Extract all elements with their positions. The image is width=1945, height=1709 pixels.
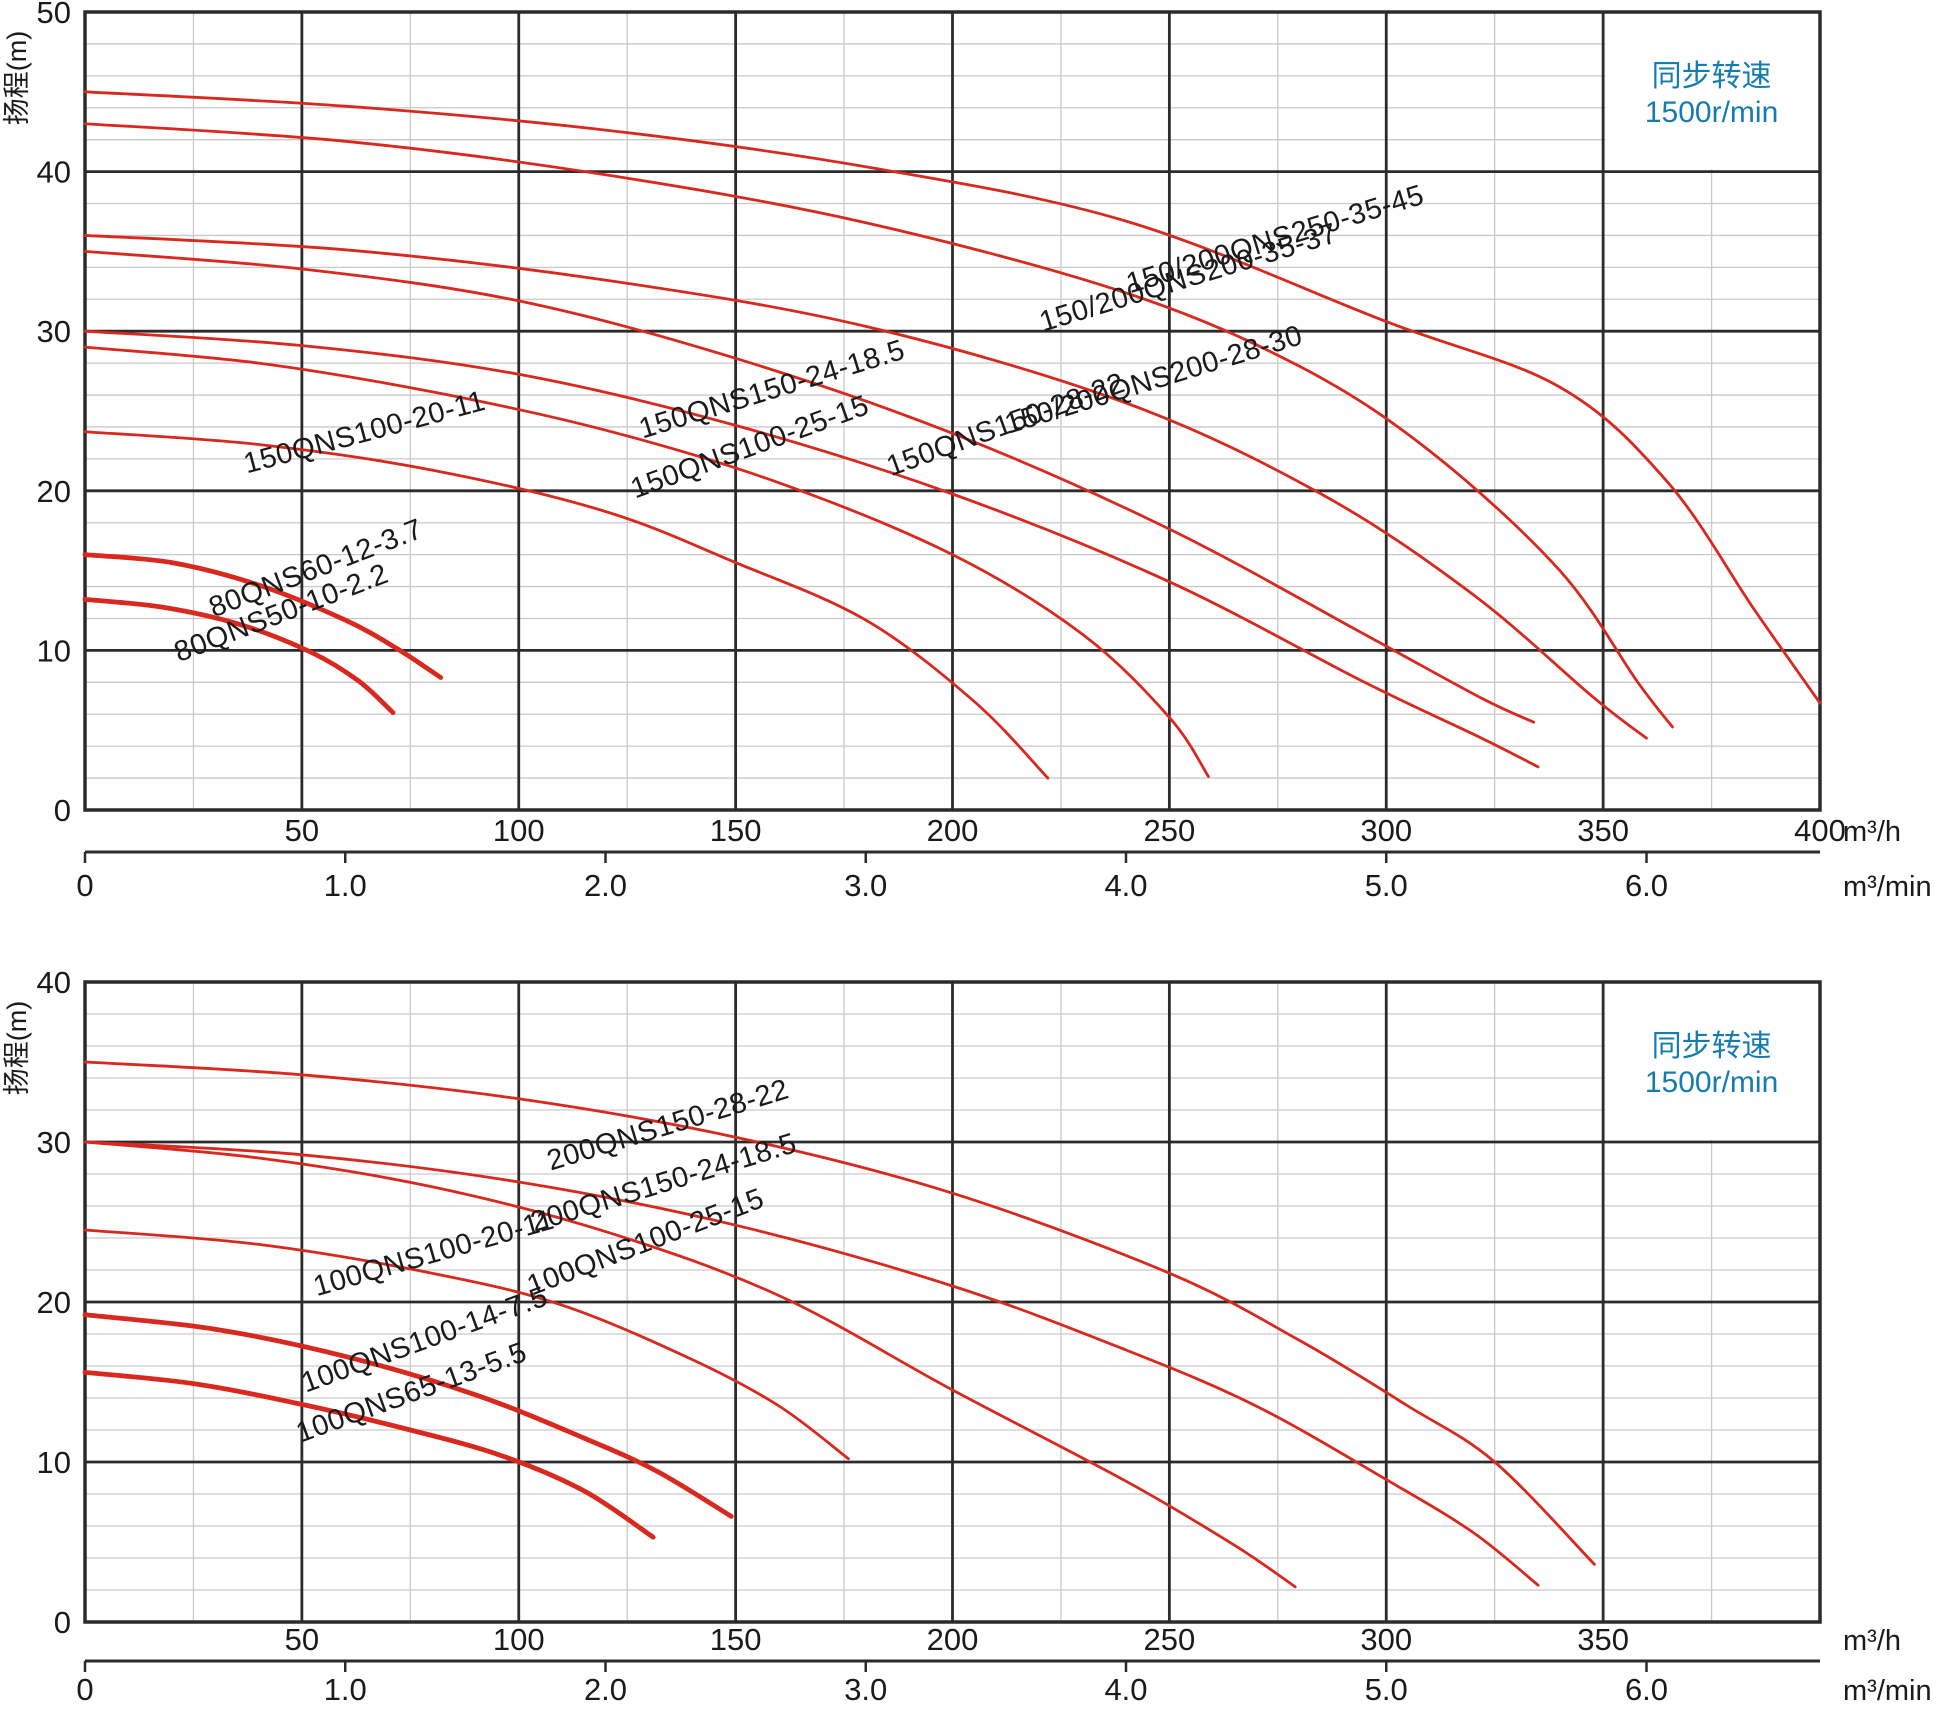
- x2-axis-unit: m³/min: [1843, 871, 1932, 903]
- x2-tick-label: 4.0: [1104, 1672, 1147, 1704]
- x2-tick-label: 2.0: [584, 1672, 627, 1704]
- y-tick-label: 10: [37, 633, 71, 668]
- x-tick-label: 400: [1794, 813, 1846, 848]
- x2-tick-label: 0: [76, 868, 93, 903]
- annotation-box: [1605, 14, 1818, 170]
- x-tick-label: 300: [1360, 1622, 1412, 1657]
- curve-150/200QNS200-28-30: [83, 234, 1648, 740]
- x2-tick-label: 0: [76, 1672, 93, 1704]
- plot-border: [83, 10, 1822, 812]
- y-tick-label: 40: [37, 155, 71, 190]
- curve-150QNS100-25-15: [83, 345, 1210, 778]
- curve-labels: 150/200QNS250-35-45150/200QNS200-35-3715…: [170, 179, 1428, 669]
- y-tick-label: 20: [37, 1285, 71, 1320]
- x-axis-m3min: 0 1.0 2.0 3.0 4.0 5.0 6.0 m³/min: [76, 1659, 1932, 1707]
- y-tick-label: 30: [37, 314, 71, 349]
- y-tick-label: 40: [37, 965, 71, 1000]
- x-axis-unit: m³/h: [1843, 816, 1901, 848]
- x-axis-unit: m³/h: [1843, 1625, 1901, 1657]
- curve-labels: 200QNS150-28-22200QNS150-24-18.5100QNS10…: [292, 1073, 800, 1449]
- curve-100QNS65-13-5.5: [82, 1370, 656, 1540]
- annotation-box: [1605, 984, 1818, 1140]
- note-line-1: 同步转速: [1652, 1030, 1772, 1063]
- x2-tick-label: 1.0: [324, 868, 367, 903]
- curve-label: 150QNS100-20-11: [240, 385, 489, 480]
- note-line-1: 同步转速: [1652, 60, 1772, 93]
- x-tick-label: 200: [927, 813, 979, 848]
- x-tick-label: 350: [1577, 1622, 1629, 1657]
- curve-150QNS100-20-11: [83, 430, 1050, 780]
- x-tick-label: 100: [493, 1622, 545, 1657]
- y-tick-label: 0: [54, 1605, 71, 1640]
- y-tick-label: 30: [37, 1125, 71, 1160]
- x-tick-label: 100: [493, 813, 545, 848]
- y-tick-label: 50: [37, 0, 71, 30]
- curve-150/200QNS200-35-37: [83, 122, 1674, 729]
- curves: [82, 90, 1822, 780]
- x-tick-label: 150: [710, 1622, 762, 1657]
- x2-axis-unit: m³/min: [1843, 1675, 1932, 1704]
- y-axis-title: 扬程(m): [2, 1001, 32, 1095]
- x-tick-label: 150: [710, 813, 762, 848]
- curve-150QNS150-24-18.5: [83, 329, 1540, 769]
- x-tick-label: 50: [285, 813, 319, 848]
- x-tick-label: 250: [1144, 813, 1196, 848]
- x-axis-m3h: 50 100 150 200 250 300 350 m³/h: [285, 1622, 1901, 1657]
- y-tick-label: 0: [54, 793, 71, 828]
- x2-tick-label: 3.0: [844, 868, 887, 903]
- x2-tick-label: 5.0: [1365, 1672, 1408, 1704]
- curve-100QNS100-20-11: [83, 1228, 850, 1461]
- curve-80QNS50-10-2.2: [82, 596, 396, 715]
- grid-major: [85, 12, 1820, 810]
- plot-border: [83, 980, 1822, 1624]
- note-line-2: 1500r/min: [1645, 96, 1778, 129]
- curve-200QNS150-28-22: [83, 1060, 1596, 1566]
- curve-label: 150QNS150-28-22: [882, 367, 1129, 483]
- y-tick-label: 20: [37, 474, 71, 509]
- curves: [82, 1060, 1596, 1589]
- curve-150/200QNS250-35-45: [83, 90, 1822, 705]
- curve-80QNS60-12-3.7: [82, 552, 444, 680]
- x2-tick-label: 4.0: [1104, 868, 1147, 903]
- x-axis-m3min: 0 1.0 2.0 3.0 4.0 5.0 6.0 m³/min: [76, 850, 1932, 903]
- curve-200QNS150-24-18.5: [83, 1140, 1540, 1587]
- x-tick-label: 350: [1577, 813, 1629, 848]
- x2-tick-label: 1.0: [324, 1672, 367, 1704]
- x2-tick-label: 6.0: [1625, 868, 1668, 903]
- x-tick-label: 300: [1360, 813, 1412, 848]
- curve-150QNS150-28-22: [83, 250, 1536, 724]
- note-line-2: 1500r/min: [1645, 1066, 1778, 1099]
- y-axis-title: 扬程(m): [2, 31, 32, 125]
- x2-tick-label: 3.0: [844, 1672, 887, 1704]
- x-tick-label: 50: [285, 1622, 319, 1657]
- x2-tick-label: 6.0: [1625, 1672, 1668, 1704]
- curve-100QNS100-14-7.5: [82, 1312, 734, 1519]
- x2-tick-label: 2.0: [584, 868, 627, 903]
- y-tick-label: 10: [37, 1445, 71, 1480]
- grid-major: [85, 982, 1820, 1622]
- curve-100QNS100-25-15: [83, 1140, 1297, 1589]
- x-tick-label: 250: [1144, 1622, 1196, 1657]
- x2-tick-label: 5.0: [1365, 868, 1408, 903]
- x-tick-label: 200: [927, 1622, 979, 1657]
